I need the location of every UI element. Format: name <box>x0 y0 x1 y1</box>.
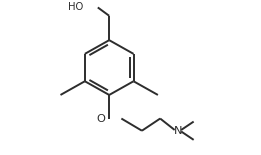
Text: N: N <box>174 126 183 136</box>
Text: O: O <box>97 114 105 124</box>
Text: HO: HO <box>68 2 83 12</box>
